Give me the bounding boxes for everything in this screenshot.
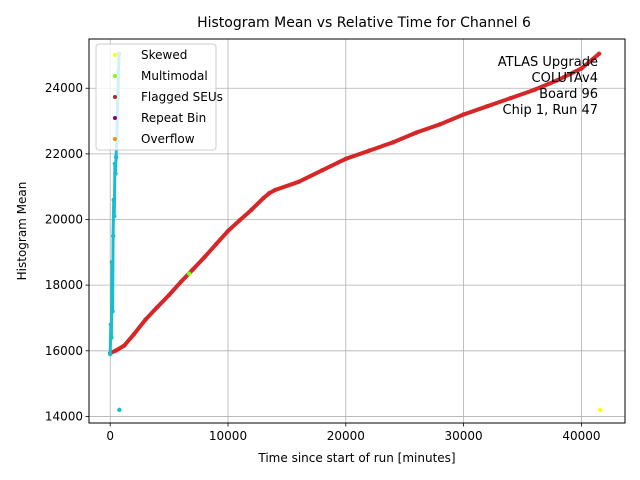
annotation-line-2: COLUTAv4 [532,71,598,86]
data-point [112,161,118,166]
data-point [296,179,301,184]
data-point [111,197,116,203]
x-tick-label: 20000 [327,429,365,443]
data-point [237,217,242,223]
data-point [186,271,192,276]
legend-marker-repeat-bin [113,116,117,120]
data-point [261,195,266,201]
annotation-line-4: Chip 1, Run 47 [503,103,598,118]
x-axis-ticks: 0 10000 20000 30000 40000 [106,423,601,443]
y-axis-label: Histogram Mean [15,182,29,281]
legend-marker-overflow [113,137,117,141]
data-point [249,207,254,212]
series-0 [108,51,602,356]
x-tick-label: 30000 [445,429,483,443]
data-point [437,122,443,127]
data-point [461,112,466,117]
data-point [143,317,148,322]
run-info-annotation: ATLAS Upgrade COLUTAv4 Board 96 Chip 1, … [498,55,598,118]
legend-marker-flagged-seus [113,95,117,99]
data-point [579,66,584,71]
annotation-line-1: ATLAS Upgrade [498,55,598,70]
y-tick-label: 20000 [45,213,83,227]
data-point [108,351,113,357]
data-point [367,148,372,153]
annotation-line-3: Board 96 [539,87,598,102]
legend-entry-repeat-bin: Repeat Bin [113,111,206,125]
data-point [178,279,184,285]
data-point [214,241,219,247]
plot-area [88,38,626,424]
y-tick-label: 18000 [45,278,83,292]
legend: Skewed Multimodal Flagged SEUs Repeat Bi… [95,43,223,151]
data-point [122,343,127,348]
legend-label-skewed: Skewed [141,48,187,62]
data-point [112,214,117,219]
y-axis-ticks: 14000 16000 18000 20000 22000 24000 [45,81,89,423]
data-point [202,255,207,260]
legend-entry-flagged-seus: Flagged SEUs [113,90,223,104]
legend-entry-skewed: Skewed [113,48,187,62]
data-point [117,407,122,413]
data-point [155,304,160,310]
data-point [508,95,513,101]
y-tick-label: 16000 [45,344,83,358]
data-point [131,332,136,337]
data-point [113,171,118,176]
data-point [343,156,349,161]
data-point [320,168,325,173]
data-point [598,407,603,413]
data-point [414,130,419,135]
data-point [109,259,115,265]
data-point [532,87,537,93]
legend-entry-overflow: Overflow [113,132,195,146]
data-point [267,191,272,196]
data-point [108,322,113,327]
series-3 [186,271,192,276]
data-point [166,292,172,298]
legend-marker-multimodal [113,74,117,78]
data-point [113,348,119,353]
legend-entry-multimodal: Multimodal [113,69,208,83]
plot-frame [88,38,626,424]
legend-label-flagged-seus: Flagged SEUs [141,90,223,104]
legend-box [95,43,217,151]
y-tick-label: 14000 [45,409,83,423]
data-point [190,267,195,272]
data-point [484,104,490,109]
y-tick-label: 22000 [45,147,83,161]
legend-label-overflow: Overflow [141,132,195,146]
data-point [110,233,116,239]
data-point [390,140,396,145]
data-marks [108,51,603,413]
x-tick-label: 40000 [562,429,600,443]
legend-label-repeat-bin: Repeat Bin [141,111,206,125]
x-axis-label: Time since start of run [minutes] [257,451,455,465]
y-tick-label: 24000 [45,81,83,95]
data-point [110,309,115,314]
data-point [113,154,119,160]
data-point [272,187,278,193]
chart-title: Histogram Mean vs Relative Time for Chan… [197,15,531,31]
x-tick-label: 0 [106,429,114,443]
data-point [109,335,114,340]
data-point [555,77,561,83]
legend-label-multimodal: Multimodal [141,69,208,83]
legend-marker-skewed [113,53,117,57]
x-tick-label: 10000 [209,429,247,443]
data-point [596,51,602,56]
series-2 [598,407,603,413]
data-point [225,228,231,234]
